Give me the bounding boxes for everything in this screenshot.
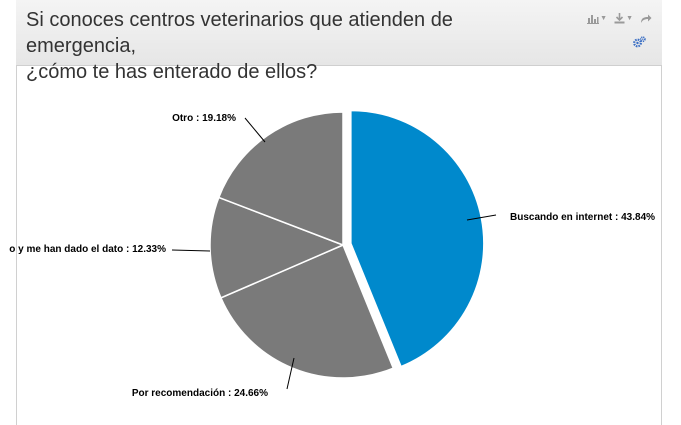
chart-panel <box>16 0 662 425</box>
slice-connector-line <box>286 357 295 390</box>
pie-slice[interactable] <box>217 111 344 247</box>
gears-icon <box>633 36 646 48</box>
slice-data-label: Otro : 19.18% <box>172 113 236 124</box>
bar-chart-icon <box>587 14 600 24</box>
chart-title-line-1: Si conoces centros veterinarios que atie… <box>26 9 453 57</box>
download-button[interactable]: ▼ <box>614 13 633 24</box>
pie-slice[interactable] <box>219 244 395 379</box>
download-icon <box>614 13 625 24</box>
pie-slice[interactable] <box>209 196 345 299</box>
chevron-down-icon: ▼ <box>626 15 633 22</box>
slice-data-label: o y me han dado el dato : 12.33% <box>9 244 166 255</box>
chart-title-line-2: ¿cómo te has enterado de ellos? <box>26 61 318 83</box>
settings-button[interactable] <box>633 35 646 51</box>
chart-type-button[interactable]: ▼ <box>587 14 607 24</box>
slice-connector-line <box>171 249 211 252</box>
slice-data-label: Por recomendación : 24.66% <box>132 388 268 399</box>
share-icon <box>641 14 652 23</box>
slice-data-label: Buscando en internet : 43.84% <box>510 212 655 223</box>
slice-connector-line <box>466 214 497 221</box>
chevron-down-icon: ▼ <box>600 15 608 22</box>
share-button[interactable] <box>640 14 652 24</box>
chart-toolbar: ▼ ▼ <box>587 13 652 24</box>
chart-header: Si conoces centros veterinarios que atie… <box>16 0 662 83</box>
chart-title: Si conoces centros veterinarios que atie… <box>26 7 566 85</box>
slice-connector-line <box>244 117 266 143</box>
